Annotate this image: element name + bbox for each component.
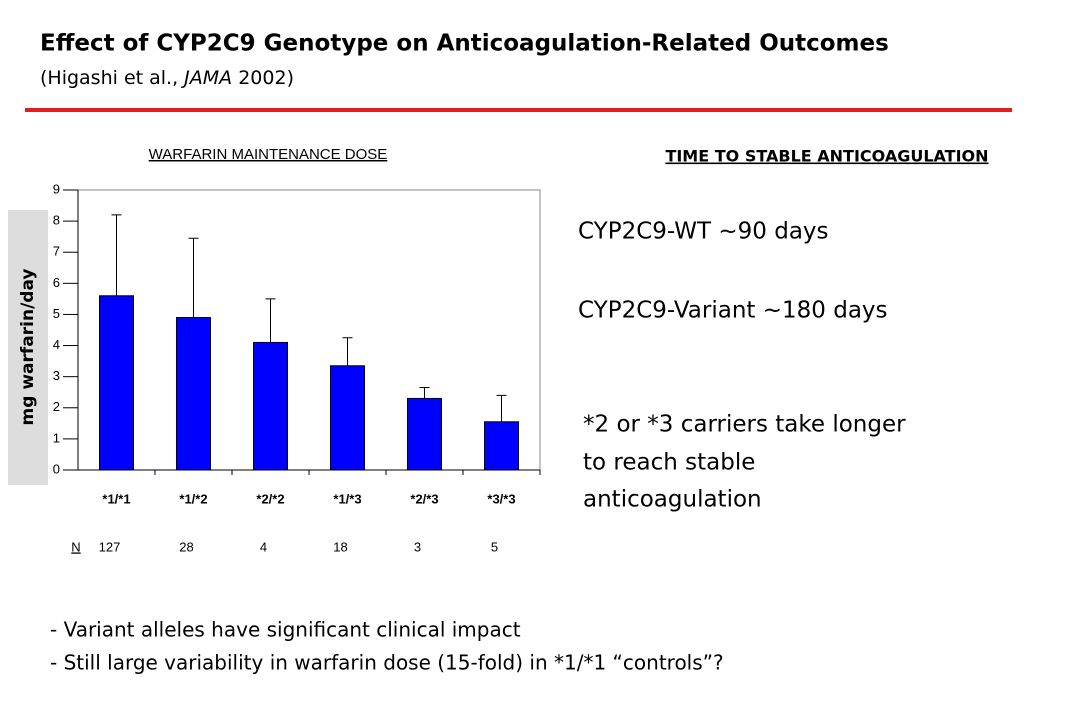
note-line: *2 or *3 carriers take longer	[583, 412, 906, 438]
note-line: anticoagulation	[583, 487, 762, 513]
bar	[407, 397, 442, 471]
x-tick-label: *3/*3	[487, 491, 515, 506]
x-tick-label: *1/*2	[179, 491, 207, 506]
bar	[330, 365, 365, 471]
n-value: 4	[260, 539, 267, 554]
y-tick-label: 0	[53, 461, 60, 476]
y-axis-label: mg warfarin/day	[18, 269, 38, 426]
error-bar	[265, 298, 276, 343]
chart-title: WARFARIN MAINTENANCE DOSE	[149, 146, 388, 163]
y-tick-label: 4	[53, 337, 60, 352]
citation-prefix: (Higashi et al.,	[40, 67, 184, 89]
n-value: 28	[179, 539, 193, 554]
bullet: - Variant alleles have significant clini…	[50, 618, 521, 642]
bar	[176, 317, 211, 471]
n-value: 3	[414, 539, 421, 554]
n-label: N	[71, 539, 80, 554]
right-line: CYP2C9-WT ~90 days	[578, 219, 829, 245]
plot-frame	[77, 189, 541, 471]
y-tick-label: 3	[53, 368, 60, 383]
right-line: CYP2C9-Variant ~180 days	[578, 298, 888, 324]
error-bar	[342, 337, 353, 366]
slide-title: Effect of CYP2C9 Genotype on Anticoagula…	[40, 31, 889, 57]
x-tick-label: *2/*2	[256, 491, 284, 506]
y-label-box	[8, 210, 48, 485]
y-tick-label: 6	[53, 275, 60, 290]
error-bar	[188, 237, 199, 318]
x-tick-label: *2/*3	[410, 491, 438, 506]
note-line: to reach stable	[583, 450, 755, 476]
bar	[99, 295, 134, 471]
bullet: - Still large variability in warfarin do…	[50, 651, 724, 675]
citation: (Higashi et al., JAMA 2002)	[40, 67, 294, 89]
y-tick-label: 1	[53, 430, 60, 445]
error-bar	[419, 387, 430, 399]
error-bar	[496, 394, 507, 422]
n-value: 5	[491, 539, 498, 554]
bar	[484, 421, 519, 471]
x-tick-label: *1/*3	[333, 491, 361, 506]
n-value: 18	[333, 539, 347, 554]
bar	[253, 341, 288, 471]
y-tick-label: 5	[53, 306, 60, 321]
citation-journal: JAMA	[180, 67, 232, 89]
y-tick-label: 9	[53, 181, 60, 196]
x-tick-label: *1/*1	[102, 491, 130, 506]
citation-suffix: 2002)	[232, 67, 294, 89]
right-heading: TIME TO STABLE ANTICOAGULATION	[665, 147, 988, 166]
n-value: 127	[99, 539, 121, 554]
y-tick-label: 2	[53, 399, 60, 414]
y-tick-label: 7	[53, 244, 60, 259]
y-tick-label: 8	[53, 213, 60, 228]
error-bar	[111, 214, 122, 296]
